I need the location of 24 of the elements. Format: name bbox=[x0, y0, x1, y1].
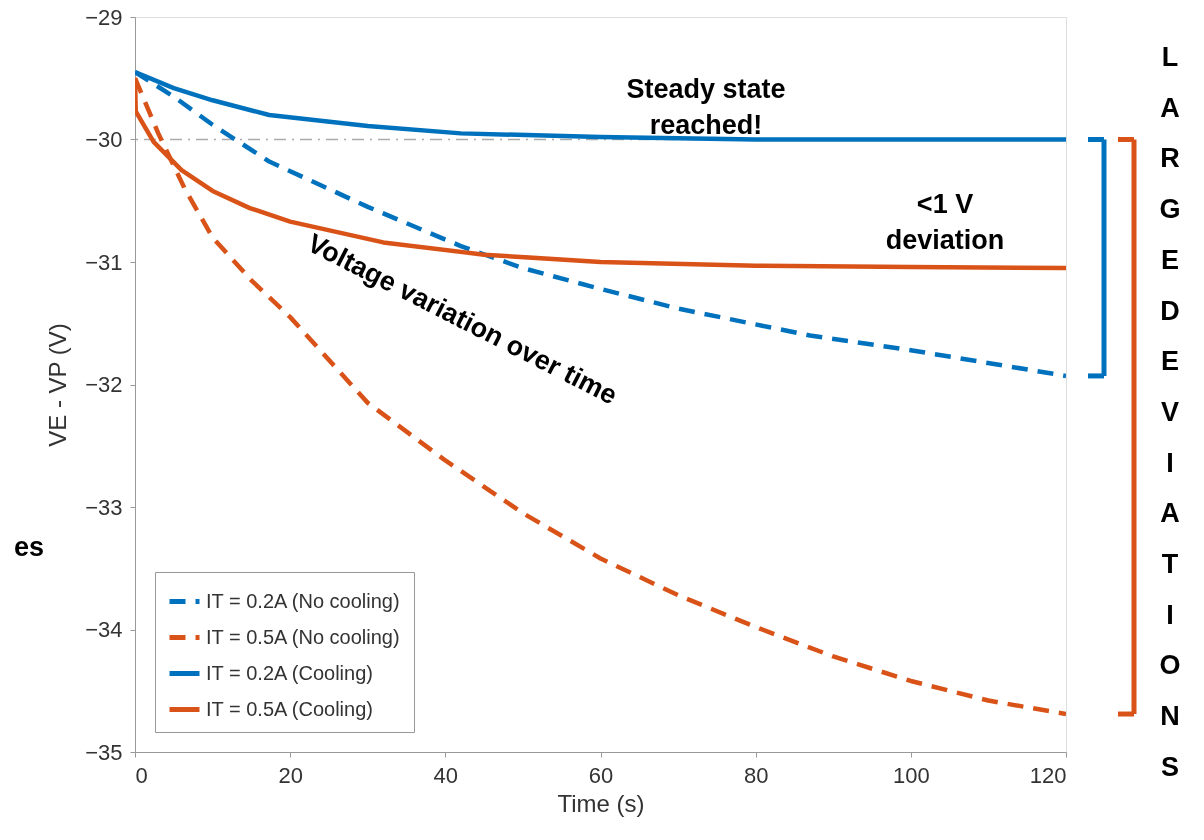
y-tick-label: −29 bbox=[85, 4, 123, 30]
y-tick-label: −34 bbox=[85, 617, 123, 642]
y-tick-label: −33 bbox=[85, 494, 123, 520]
legend-label: IT = 0.2A (Cooling) bbox=[206, 661, 373, 684]
legend-label: IT = 0.5A (Cooling) bbox=[206, 697, 373, 720]
x-tick-label: 100 bbox=[892, 762, 930, 788]
y-tick-label: −31 bbox=[85, 249, 123, 275]
annotation: Steady state reached! bbox=[626, 74, 786, 140]
text: es bbox=[13, 532, 45, 562]
y-tick-label: −30 bbox=[85, 127, 123, 152]
x-tick-label: 60 bbox=[588, 762, 614, 788]
x-axis-title: Time (s) bbox=[557, 789, 645, 817]
x-tick-label: 0 bbox=[135, 762, 148, 788]
y-tick-label: −35 bbox=[85, 739, 123, 765]
y-axis-title: VE - VP (V) bbox=[44, 323, 72, 447]
x-tick-label: 120 bbox=[1029, 762, 1067, 788]
y-tick-label: −32 bbox=[85, 372, 123, 397]
x-tick-label: 20 bbox=[278, 762, 303, 788]
x-tick-label: 80 bbox=[743, 762, 769, 788]
legend-label: IT = 0.2A (No cooling) bbox=[206, 589, 400, 612]
x-tick-label: 40 bbox=[433, 762, 459, 788]
legend-label: IT = 0.5A (No cooling) bbox=[206, 625, 400, 648]
text: LARGE DEVIATIONS bbox=[1159, 42, 1181, 782]
annotation: <1 V deviation bbox=[885, 189, 1005, 255]
